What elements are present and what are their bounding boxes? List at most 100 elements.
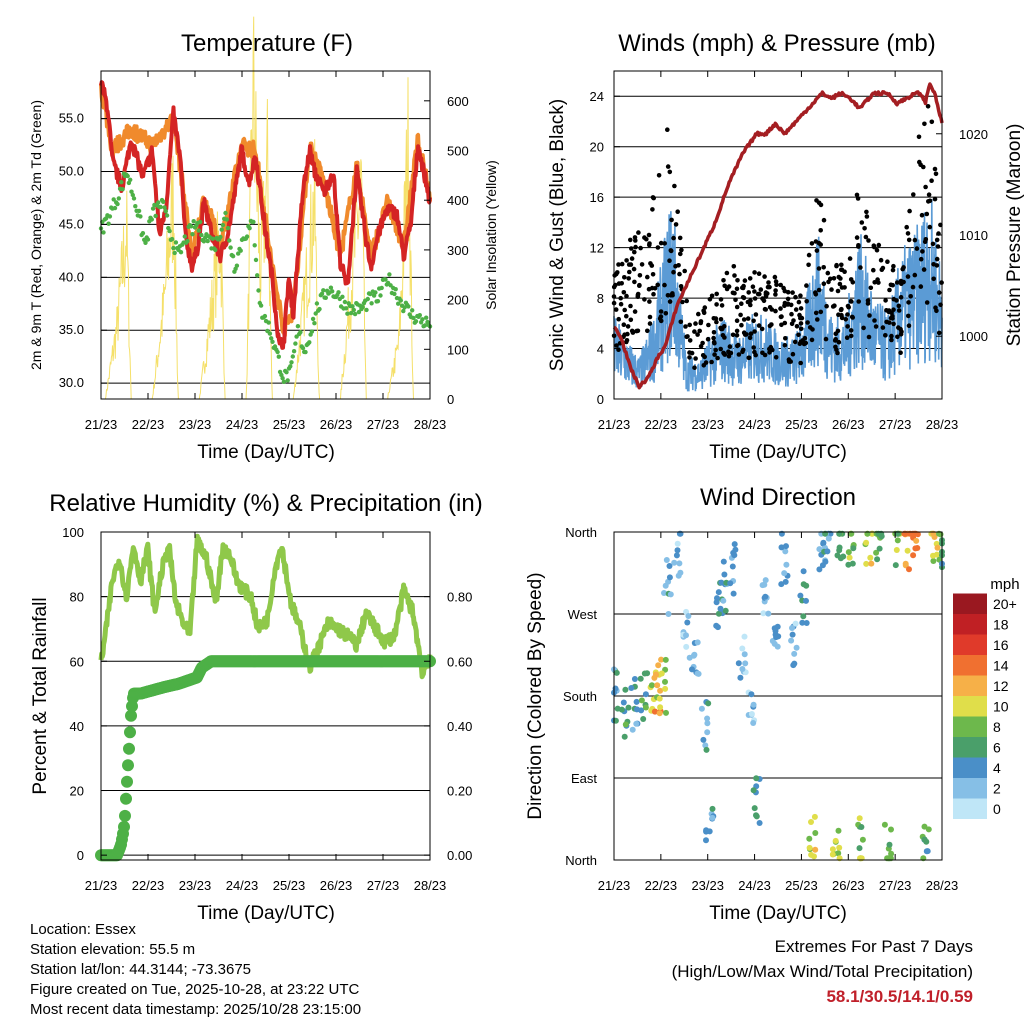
- gust-point: [658, 318, 664, 324]
- direction-point: [622, 721, 629, 728]
- direction-point: [858, 824, 865, 830]
- dewpoint-point: [227, 238, 232, 243]
- gust-point: [724, 286, 730, 292]
- y-tick-label: North: [565, 853, 597, 868]
- gust-point: [718, 317, 724, 322]
- gust-point: [825, 270, 831, 276]
- gust-point: [872, 318, 877, 323]
- direction-point: [803, 620, 810, 626]
- gust-point: [821, 265, 826, 270]
- gust-point: [814, 248, 820, 253]
- dewpoint-point: [258, 303, 264, 308]
- y-tick-label: 12: [590, 241, 604, 256]
- x-tick-label: 24/23: [226, 417, 259, 432]
- gust-point: [678, 251, 683, 257]
- gust-point: [849, 299, 854, 304]
- direction-point: [876, 545, 883, 552]
- gust-point: [624, 293, 629, 299]
- x-tick-label: 27/23: [879, 878, 912, 893]
- direction-point: [658, 670, 665, 677]
- gust-point: [935, 244, 941, 249]
- gust-point: [702, 305, 708, 310]
- dewpoint-point: [182, 234, 187, 239]
- gust-point: [867, 313, 872, 318]
- dewpoint-point: [307, 340, 312, 345]
- x-tick-label: 22/23: [132, 417, 165, 432]
- gust-point: [923, 184, 928, 190]
- gust-point: [906, 323, 912, 329]
- gust-point: [687, 355, 692, 360]
- direction-point: [812, 846, 819, 853]
- dewpoint-point: [410, 308, 415, 313]
- x-tick-label: 28/23: [414, 878, 447, 893]
- gust-point: [650, 272, 656, 277]
- dewpoint-point: [191, 219, 196, 224]
- gust-point: [834, 263, 839, 269]
- direction-x-ticks: 21/23 22/23 23/23 24/23 25/23 26/23 27/23 28/23: [598, 532, 958, 893]
- gust-point: [813, 292, 819, 297]
- direction-point: [806, 835, 813, 842]
- gust-point: [632, 279, 637, 285]
- gust-point: [697, 328, 702, 334]
- direction-point: [714, 624, 721, 631]
- gust-point: [692, 329, 697, 334]
- temperature-ylabel-right: Solar Insolation (Yellow): [483, 160, 499, 310]
- direction-point: [773, 634, 780, 641]
- recent-data-text: Most recent data timestamp: 2025/10/28 2…: [30, 1001, 362, 1018]
- gust-point: [647, 321, 653, 326]
- dewpoint-point: [289, 360, 294, 365]
- direction-point: [840, 553, 847, 560]
- gust-point: [632, 235, 638, 240]
- gust-point: [762, 306, 768, 312]
- legend-label: 4: [993, 760, 1001, 776]
- gust-point: [719, 303, 725, 308]
- direction-point: [859, 836, 866, 843]
- gust-point: [844, 335, 850, 341]
- legend-label: 10: [993, 698, 1009, 714]
- dewpoint-point: [269, 336, 274, 341]
- direction-point: [829, 846, 836, 853]
- direction-point: [756, 820, 763, 826]
- gust-point: [932, 166, 938, 172]
- gust-point: [793, 294, 798, 300]
- legend-swatch: [953, 737, 987, 758]
- temperature-right-ticks: 0 100 200 300 400 500 600: [424, 94, 469, 407]
- direction-point: [930, 552, 936, 559]
- gust-point: [645, 274, 650, 280]
- gust-point: [713, 347, 718, 353]
- direction-point: [750, 787, 757, 794]
- direction-point: [845, 549, 852, 556]
- temperature-ylabel-left: 2m & 9m T (Red, Orange) & 2m Td (Green): [28, 100, 44, 370]
- temperature-x-ticks: 21/23 22/23 23/23 24/23 25/23 26/23 27/23 28/23: [85, 71, 446, 432]
- gust-point: [671, 235, 676, 241]
- gust-point: [746, 355, 751, 361]
- legend-swatch: [953, 716, 987, 737]
- direction-point: [689, 666, 695, 673]
- direction-ylabel-left: Direction (Colored By Speed): [525, 572, 546, 819]
- gust-point: [636, 230, 641, 235]
- x-tick-label: 26/23: [320, 878, 353, 893]
- gust-point: [721, 278, 726, 283]
- gust-point: [751, 345, 756, 350]
- dewpoint-point: [413, 319, 419, 324]
- dewpoint-point: [319, 291, 325, 296]
- humidity-right-ticks: 0.00 0.20 0.40 0.60 0.80: [424, 590, 472, 863]
- gust-point: [934, 308, 939, 314]
- x-tick-label: 23/23: [691, 878, 724, 893]
- gust-point: [789, 311, 794, 317]
- dewpoint-point: [379, 285, 384, 291]
- gust-point: [905, 274, 911, 279]
- direction-point: [709, 814, 716, 821]
- direction-point: [910, 552, 917, 559]
- dewpoint-point: [360, 304, 365, 310]
- gust-point: [637, 273, 643, 278]
- gust-point: [884, 319, 889, 325]
- gust-point: [896, 308, 902, 313]
- gust-point: [806, 252, 812, 258]
- gust-point: [898, 295, 904, 300]
- direction-point: [863, 539, 870, 546]
- y2-tick-label: 1000: [959, 329, 988, 344]
- gust-point: [880, 265, 886, 271]
- gust-point: [835, 288, 841, 294]
- gust-point: [798, 326, 804, 332]
